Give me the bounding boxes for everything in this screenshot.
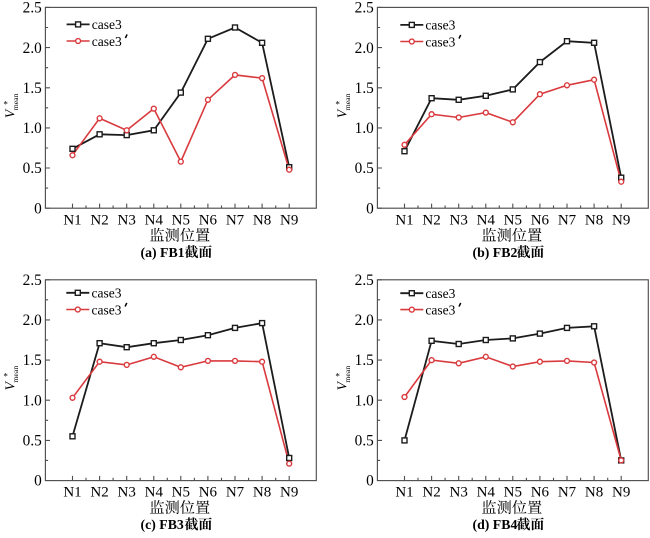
svg-text:2.5: 2.5 xyxy=(355,0,374,17)
svg-text:N8: N8 xyxy=(253,212,271,228)
svg-text:Vmean: Vmean xyxy=(3,366,21,391)
svg-text:1.0: 1.0 xyxy=(23,392,42,409)
svg-text:case3: case3 xyxy=(425,302,455,317)
svg-text:case3: case3 xyxy=(92,17,122,32)
svg-text:N9: N9 xyxy=(280,212,298,228)
svg-text:1.5: 1.5 xyxy=(23,80,42,97)
svg-text:2.5: 2.5 xyxy=(23,0,42,17)
svg-text:(d) FB4: (d) FB4 xyxy=(473,517,518,533)
svg-text:N9: N9 xyxy=(612,485,630,501)
svg-text:case3: case3 xyxy=(425,34,455,49)
svg-text:2.0: 2.0 xyxy=(355,40,374,57)
svg-text:N8: N8 xyxy=(585,212,603,228)
svg-text:case3: case3 xyxy=(92,302,122,317)
svg-text:0.5: 0.5 xyxy=(23,433,42,450)
svg-text:0.5: 0.5 xyxy=(355,433,374,450)
svg-text:Vmean: Vmean xyxy=(3,93,21,118)
svg-text:N1: N1 xyxy=(63,212,81,228)
svg-text:N9: N9 xyxy=(612,212,630,228)
svg-text:0: 0 xyxy=(34,473,42,490)
svg-text:1.0: 1.0 xyxy=(355,120,374,137)
svg-text:N4: N4 xyxy=(145,485,164,501)
svg-text:1.5: 1.5 xyxy=(355,352,374,369)
svg-text:N4: N4 xyxy=(477,485,496,501)
svg-text:(b) FB2: (b) FB2 xyxy=(473,245,518,261)
svg-text:N6: N6 xyxy=(199,212,218,228)
svg-text:N7: N7 xyxy=(558,212,577,228)
svg-text:N2: N2 xyxy=(422,485,440,501)
svg-text:0: 0 xyxy=(34,200,42,217)
svg-text:1.5: 1.5 xyxy=(355,80,374,97)
svg-text:N5: N5 xyxy=(504,212,522,228)
svg-text:0.5: 0.5 xyxy=(23,160,42,177)
svg-text:0: 0 xyxy=(366,473,374,490)
svg-text:N6: N6 xyxy=(531,212,550,228)
svg-text:Vmean: Vmean xyxy=(335,93,353,118)
svg-text:N2: N2 xyxy=(90,212,108,228)
svg-text:*: * xyxy=(3,372,8,382)
svg-text:2.0: 2.0 xyxy=(23,312,42,329)
svg-text:N3: N3 xyxy=(118,485,136,501)
svg-text:1.0: 1.0 xyxy=(23,120,42,137)
svg-text:N8: N8 xyxy=(585,485,603,501)
svg-text:1.0: 1.0 xyxy=(355,392,374,409)
svg-text:N4: N4 xyxy=(145,212,164,228)
svg-text:case3: case3 xyxy=(425,286,455,301)
svg-text:N1: N1 xyxy=(395,485,413,501)
svg-text:case3: case3 xyxy=(425,18,455,33)
svg-text:Vmean: Vmean xyxy=(335,366,353,391)
svg-text:2.5: 2.5 xyxy=(355,272,374,289)
svg-text:*: * xyxy=(335,372,340,382)
svg-text:N1: N1 xyxy=(395,212,413,228)
svg-text:case3: case3 xyxy=(92,34,122,49)
svg-text:N7: N7 xyxy=(226,485,245,501)
svg-text:N6: N6 xyxy=(199,485,218,501)
svg-text:2.5: 2.5 xyxy=(23,272,42,289)
svg-text:N3: N3 xyxy=(450,212,468,228)
svg-text:N1: N1 xyxy=(63,485,81,501)
svg-text:N7: N7 xyxy=(558,485,577,501)
svg-text:N6: N6 xyxy=(531,485,550,501)
svg-text:N5: N5 xyxy=(172,485,190,501)
svg-text:*: * xyxy=(335,99,340,109)
svg-text:0.5: 0.5 xyxy=(355,160,374,177)
svg-text:N9: N9 xyxy=(280,485,298,501)
svg-text:2.0: 2.0 xyxy=(23,40,42,57)
svg-text:N5: N5 xyxy=(172,212,190,228)
svg-text:*: * xyxy=(3,99,8,109)
svg-text:1.5: 1.5 xyxy=(23,352,42,369)
svg-text:0: 0 xyxy=(366,200,374,217)
svg-text:N3: N3 xyxy=(450,485,468,501)
svg-text:N4: N4 xyxy=(477,212,496,228)
svg-text:N8: N8 xyxy=(253,485,271,501)
svg-text:N2: N2 xyxy=(90,485,108,501)
svg-text:N5: N5 xyxy=(504,485,522,501)
svg-text:2.0: 2.0 xyxy=(355,312,374,329)
svg-text:(a) FB1: (a) FB1 xyxy=(141,245,185,261)
svg-text:N7: N7 xyxy=(226,212,245,228)
svg-text:N2: N2 xyxy=(422,212,440,228)
svg-text:(c) FB3: (c) FB3 xyxy=(141,517,184,533)
svg-text:N3: N3 xyxy=(118,212,136,228)
svg-text:case3: case3 xyxy=(92,286,122,301)
